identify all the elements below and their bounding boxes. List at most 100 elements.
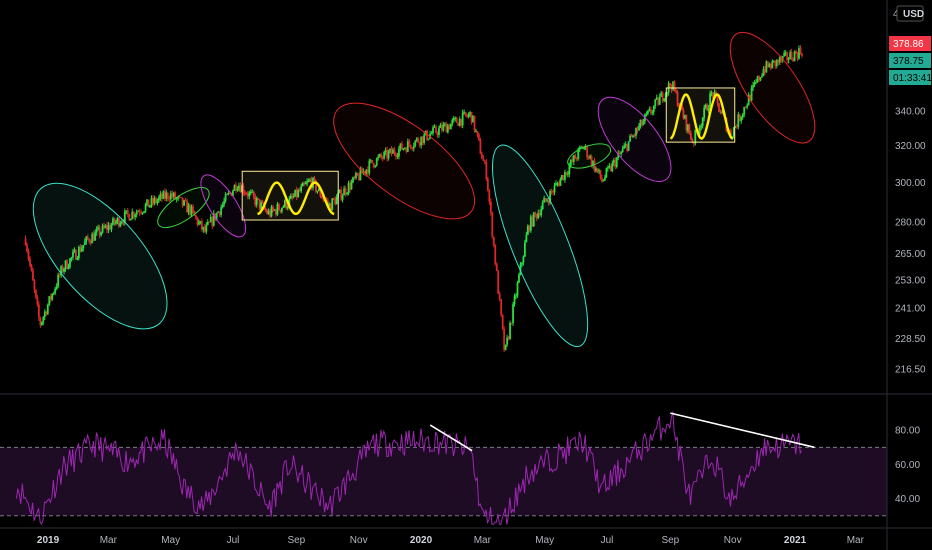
candle[interactable] xyxy=(707,108,710,111)
candle[interactable] xyxy=(525,234,528,243)
candle[interactable] xyxy=(395,154,397,157)
candle[interactable] xyxy=(52,293,55,294)
candle[interactable] xyxy=(340,189,343,200)
candle[interactable] xyxy=(238,185,240,189)
candle[interactable] xyxy=(721,112,723,114)
candle[interactable] xyxy=(37,304,40,318)
candle[interactable] xyxy=(421,136,424,143)
candle[interactable] xyxy=(568,165,571,175)
candle[interactable] xyxy=(187,204,190,213)
candle[interactable] xyxy=(529,216,532,231)
candle[interactable] xyxy=(326,200,329,205)
candle[interactable] xyxy=(618,153,621,155)
candle[interactable] xyxy=(125,210,128,212)
candle[interactable] xyxy=(88,239,91,242)
candle[interactable] xyxy=(466,115,469,117)
candle[interactable] xyxy=(798,48,800,59)
candle[interactable] xyxy=(117,217,120,227)
candle[interactable] xyxy=(135,211,138,215)
candle[interactable] xyxy=(331,198,334,210)
candle[interactable] xyxy=(223,200,226,205)
candle[interactable] xyxy=(491,212,494,237)
candle[interactable] xyxy=(138,211,141,213)
candle[interactable] xyxy=(92,233,95,241)
candle[interactable] xyxy=(156,200,159,204)
candle[interactable] xyxy=(749,94,752,101)
candle[interactable] xyxy=(658,96,661,105)
candle[interactable] xyxy=(795,51,797,54)
candle[interactable] xyxy=(673,81,676,91)
candle[interactable] xyxy=(401,143,403,150)
candle[interactable] xyxy=(642,121,645,126)
candle[interactable] xyxy=(519,264,522,275)
candle[interactable] xyxy=(500,299,503,315)
pattern-ellipse-red[interactable] xyxy=(715,20,830,156)
candle[interactable] xyxy=(76,257,79,260)
candle[interactable] xyxy=(606,167,609,169)
candle[interactable] xyxy=(83,241,86,246)
candle[interactable] xyxy=(423,134,426,143)
candle[interactable] xyxy=(320,196,323,199)
candle[interactable] xyxy=(486,178,489,191)
candle[interactable] xyxy=(227,192,230,195)
candle[interactable] xyxy=(186,200,188,213)
candle[interactable] xyxy=(35,289,37,298)
candle[interactable] xyxy=(771,60,774,69)
candle[interactable] xyxy=(534,212,537,215)
candle[interactable] xyxy=(504,344,507,350)
candle[interactable] xyxy=(526,225,529,235)
candle[interactable] xyxy=(703,107,706,119)
candle[interactable] xyxy=(761,75,763,78)
candle[interactable] xyxy=(612,160,615,163)
candle[interactable] xyxy=(403,148,406,149)
candle[interactable] xyxy=(559,178,562,186)
candle[interactable] xyxy=(732,127,735,137)
candle[interactable] xyxy=(338,189,341,193)
candle[interactable] xyxy=(535,214,538,219)
candle[interactable] xyxy=(518,274,520,283)
candle[interactable] xyxy=(510,322,513,324)
candle[interactable] xyxy=(605,168,608,178)
candle[interactable] xyxy=(777,59,780,63)
candle[interactable] xyxy=(636,127,639,131)
candle[interactable] xyxy=(39,317,42,325)
candle[interactable] xyxy=(209,217,212,223)
candle[interactable] xyxy=(692,142,695,144)
candle[interactable] xyxy=(420,136,423,146)
candle[interactable] xyxy=(195,215,197,218)
candle[interactable] xyxy=(366,169,369,174)
candle[interactable] xyxy=(469,112,471,115)
candle[interactable] xyxy=(556,183,559,184)
candle[interactable] xyxy=(146,199,148,205)
candle[interactable] xyxy=(276,204,279,215)
candle[interactable] xyxy=(660,92,663,97)
candle[interactable] xyxy=(461,112,464,126)
candle[interactable] xyxy=(30,264,33,271)
candle[interactable] xyxy=(479,139,482,154)
candle[interactable] xyxy=(297,190,300,197)
candle[interactable] xyxy=(549,190,551,203)
candle[interactable] xyxy=(70,257,73,259)
candle[interactable] xyxy=(729,130,732,138)
candle[interactable] xyxy=(790,52,793,60)
candle[interactable] xyxy=(175,198,178,200)
candle[interactable] xyxy=(383,152,386,159)
candle[interactable] xyxy=(147,199,150,208)
candle[interactable] xyxy=(255,198,258,205)
candle[interactable] xyxy=(278,204,280,210)
candle[interactable] xyxy=(759,77,762,81)
candle[interactable] xyxy=(638,125,640,131)
candle[interactable] xyxy=(122,221,125,223)
candle[interactable] xyxy=(799,48,802,54)
candle[interactable] xyxy=(40,321,43,325)
candle[interactable] xyxy=(235,184,237,191)
candle[interactable] xyxy=(322,198,325,200)
candle[interactable] xyxy=(152,198,154,204)
candle[interactable] xyxy=(132,211,135,217)
candle[interactable] xyxy=(307,180,310,182)
candle[interactable] xyxy=(555,183,557,186)
candle[interactable] xyxy=(473,115,476,132)
candle[interactable] xyxy=(698,127,701,134)
candle[interactable] xyxy=(82,245,85,249)
candle[interactable] xyxy=(575,158,578,160)
